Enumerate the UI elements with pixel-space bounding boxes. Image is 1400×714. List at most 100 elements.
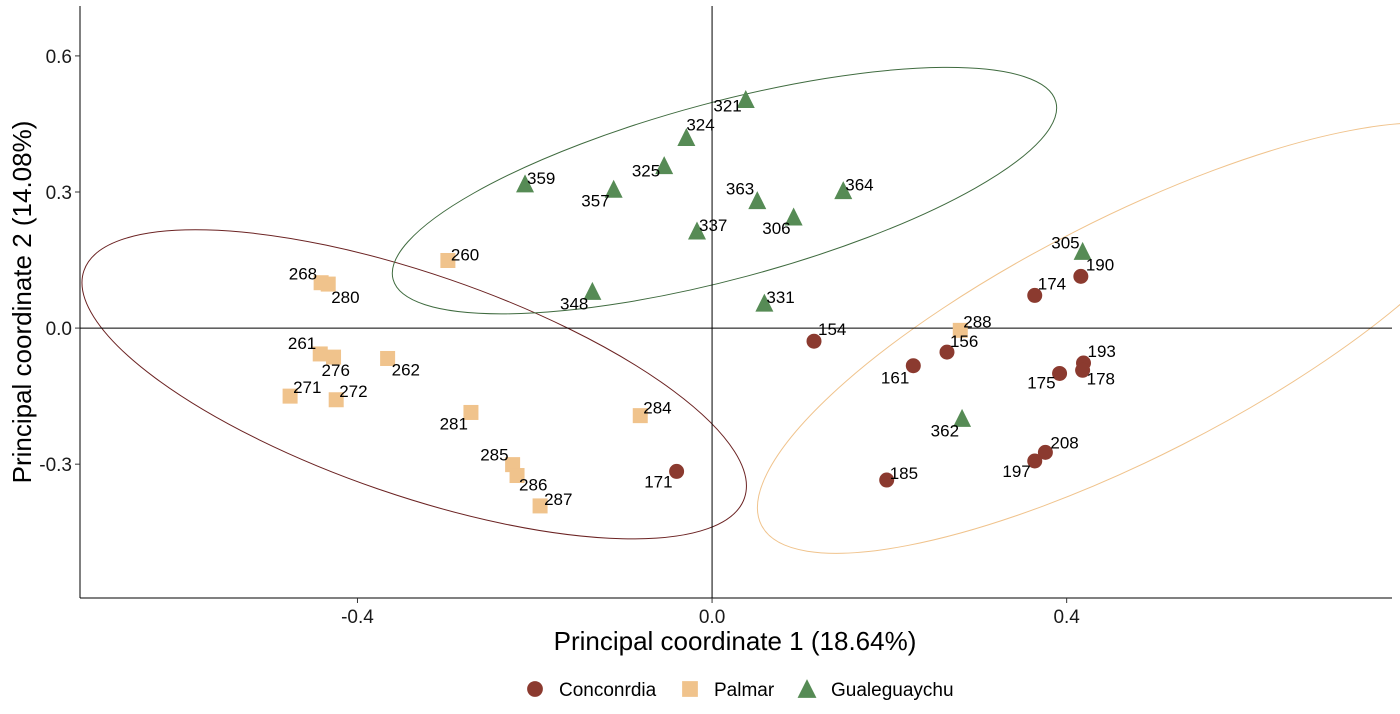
- point-palmar-287: [532, 498, 548, 514]
- point-labels: 190 174 154 156 161 193 178 175 208 197 185 171 260 2…: [288, 96, 1116, 508]
- point-label-305: 305: [1051, 233, 1079, 252]
- point-label-281: 281: [440, 414, 468, 433]
- legend-label-conconrdia: Conconrdia: [559, 680, 657, 701]
- legend-label-palmar: Palmar: [714, 680, 775, 701]
- legend: Conconrdia Palmar Gualeguaychu: [527, 679, 954, 701]
- point-gualeguaychu-348: [583, 281, 602, 300]
- point-conconrdia-190: [1073, 268, 1089, 284]
- point-label-337: 337: [699, 216, 727, 235]
- point-label-174: 174: [1038, 274, 1066, 293]
- point-conconrdia-175: [1052, 365, 1068, 381]
- plot-panel: [79, 6, 1392, 599]
- point-label-197: 197: [1002, 462, 1030, 481]
- point-gualeguaychu-331: [755, 293, 774, 312]
- legend-item-palmar: Palmar: [682, 680, 775, 701]
- point-label-306: 306: [762, 219, 790, 238]
- point-gualeguaychu-306: [784, 207, 803, 226]
- point-label-331: 331: [766, 288, 794, 307]
- point-label-154: 154: [818, 320, 846, 339]
- point-label-287: 287: [544, 490, 572, 509]
- data-points: [282, 89, 1092, 514]
- point-palmar-281: [463, 404, 479, 420]
- point-label-348: 348: [560, 294, 588, 313]
- point-label-193: 193: [1088, 342, 1116, 361]
- point-conconrdia-174: [1027, 287, 1043, 303]
- point-palmar-271: [282, 388, 298, 404]
- point-label-362: 362: [931, 421, 959, 440]
- x-tick-label: 0.4: [1053, 607, 1080, 628]
- y-tick-label: -0.3: [39, 455, 72, 476]
- legend-key-conconrdia: [527, 681, 543, 697]
- point-conconrdia-161: [905, 358, 921, 374]
- point-label-261: 261: [288, 334, 316, 353]
- legend-item-gualeguaychu: Gualeguaychu: [797, 679, 954, 701]
- legend-key-gualeguaychu: [797, 679, 817, 698]
- y-tick-label: 0.0: [46, 319, 72, 340]
- y-axis-title: Principal coordinate 2 (14.08%): [7, 121, 37, 484]
- point-label-171: 171: [644, 472, 672, 491]
- point-label-284: 284: [643, 399, 671, 418]
- point-label-280: 280: [331, 288, 359, 307]
- point-label-271: 271: [293, 378, 321, 397]
- y-tick-label: 0.6: [46, 47, 72, 68]
- point-label-190: 190: [1086, 255, 1114, 274]
- point-label-321: 321: [713, 96, 741, 115]
- point-gualeguaychu-363: [748, 191, 767, 210]
- point-label-208: 208: [1050, 433, 1078, 452]
- legend-label-gualeguaychu: Gualeguaychu: [831, 680, 954, 701]
- point-gualeguaychu-359: [516, 174, 535, 193]
- x-tick-label: -0.4: [341, 607, 374, 628]
- point-conconrdia-156: [939, 344, 955, 360]
- ellipse-conconrdia: [756, 122, 1400, 554]
- point-label-286: 286: [519, 476, 547, 495]
- point-gualeguaychu-362: [953, 408, 972, 427]
- point-label-364: 364: [845, 176, 873, 195]
- point-label-260: 260: [451, 245, 479, 264]
- legend-key-palmar: [682, 681, 698, 697]
- point-label-357: 357: [581, 191, 609, 210]
- point-conconrdia-154: [806, 333, 822, 349]
- confidence-ellipses: [81, 66, 1400, 554]
- point-label-268: 268: [289, 265, 317, 284]
- point-conconrdia-185: [879, 472, 895, 488]
- point-label-175: 175: [1027, 373, 1055, 392]
- point-palmar-286: [509, 468, 525, 484]
- point-gualeguaychu-305: [1073, 241, 1092, 260]
- point-label-178: 178: [1087, 369, 1115, 388]
- point-label-324: 324: [686, 116, 714, 135]
- point-palmar-260: [440, 252, 456, 268]
- point-label-262: 262: [392, 360, 420, 379]
- point-conconrdia-208: [1037, 444, 1053, 460]
- x-tick-label: 0.0: [699, 607, 725, 628]
- point-gualeguaychu-337: [687, 221, 706, 240]
- y-tick-label: 0.3: [46, 183, 72, 204]
- point-gualeguaychu-357: [604, 179, 623, 198]
- point-palmar-261: [312, 346, 328, 362]
- x-axis-title: Principal coordinate 1 (18.64%): [554, 626, 917, 656]
- point-conconrdia-171: [669, 463, 685, 479]
- axes: -0.4 0.0 0.4 -0.3 0.0 0.3 0.6: [39, 47, 1080, 628]
- legend-item-conconrdia: Conconrdia: [527, 680, 657, 701]
- point-gualeguaychu-321: [736, 89, 755, 108]
- point-conconrdia-178: [1075, 362, 1091, 378]
- ellipse-gualeguaychu: [391, 66, 1058, 315]
- point-conconrdia-197: [1027, 453, 1043, 469]
- point-palmar-272: [328, 392, 344, 408]
- point-palmar-280: [320, 276, 336, 292]
- ellipse-palmar: [81, 229, 747, 540]
- point-gualeguaychu-325: [655, 156, 674, 175]
- point-palmar-262: [380, 350, 396, 366]
- point-label-363: 363: [726, 180, 754, 199]
- point-label-359: 359: [527, 169, 555, 188]
- point-label-272: 272: [339, 382, 367, 401]
- point-label-156: 156: [950, 332, 978, 351]
- point-label-161: 161: [881, 369, 909, 388]
- point-label-288: 288: [963, 312, 991, 331]
- point-gualeguaychu-364: [834, 181, 853, 200]
- point-label-185: 185: [890, 464, 918, 483]
- point-label-285: 285: [480, 446, 508, 465]
- point-palmar-288: [952, 322, 968, 338]
- point-palmar-284: [632, 408, 648, 424]
- point-gualeguaychu-324: [677, 128, 696, 147]
